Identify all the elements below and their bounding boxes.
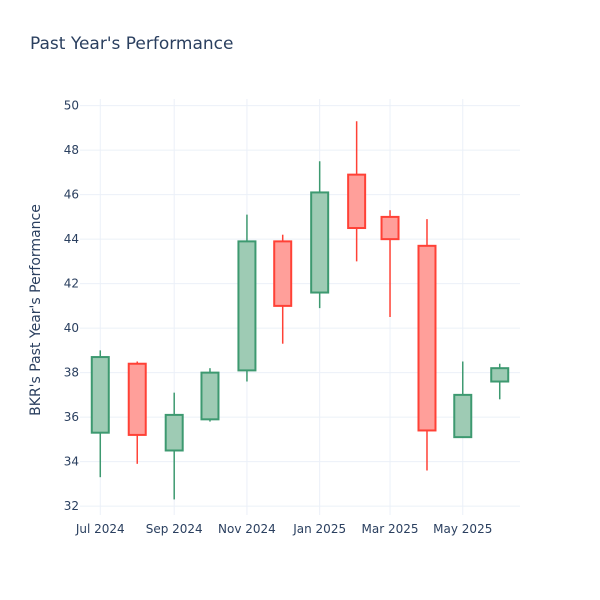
candle-body: [237, 240, 257, 372]
y-axis-title: BKR's Past Year's Performance: [28, 204, 44, 416]
candle-increasing: [90, 350, 110, 478]
candle-body: [417, 244, 437, 432]
x-tick-label: May 2025: [433, 522, 492, 536]
candle-body: [347, 173, 367, 230]
y-tick-label: 44: [64, 232, 79, 246]
y-tick-label: 36: [64, 410, 79, 424]
candle-increasing: [164, 392, 184, 500]
candle-decreasing: [380, 210, 400, 318]
y-tick-label: 46: [64, 188, 79, 202]
grid-lines: [80, 99, 520, 515]
candle-body: [200, 371, 220, 421]
y-tick-label: 48: [64, 143, 79, 157]
y-tick-label: 42: [64, 277, 79, 291]
candle-body: [310, 191, 330, 294]
candle-body: [164, 413, 184, 452]
candle-increasing: [200, 368, 220, 422]
y-tick-label: 32: [64, 499, 79, 513]
x-tick-label: Sep 2024: [146, 522, 203, 536]
candle-body: [273, 240, 293, 307]
candle-decreasing: [273, 234, 293, 344]
candle-body: [453, 393, 473, 439]
candle-decreasing: [127, 361, 147, 464]
x-tick-label: Mar 2025: [362, 522, 419, 536]
candle-decreasing: [347, 121, 367, 262]
y-axis-ticks: 32 34 36 38 40 42 44 46 48 50: [64, 99, 79, 513]
x-tick-label: Jul 2024: [75, 522, 125, 536]
y-tick-label: 50: [64, 99, 79, 113]
candles: [90, 121, 510, 500]
candle-increasing: [490, 363, 510, 400]
candle-body: [380, 215, 400, 241]
candle-increasing: [237, 214, 257, 382]
candle-body: [127, 362, 147, 436]
candle-body: [90, 356, 110, 434]
candle-increasing: [310, 161, 330, 309]
candle-decreasing: [417, 219, 437, 471]
y-tick-label: 38: [64, 366, 79, 380]
chart-title: Past Year's Performance: [30, 34, 234, 54]
x-tick-label: Jan 2025: [292, 522, 346, 536]
y-tick-label: 40: [64, 321, 79, 335]
x-axis-ticks: Jul 2024 Sep 2024 Nov 2024 Jan 2025 Mar 2025…: [75, 522, 493, 536]
candle-increasing: [453, 361, 473, 439]
candle-body: [490, 367, 510, 383]
x-tick-label: Nov 2024: [218, 522, 276, 536]
y-tick-label: 34: [64, 455, 79, 469]
